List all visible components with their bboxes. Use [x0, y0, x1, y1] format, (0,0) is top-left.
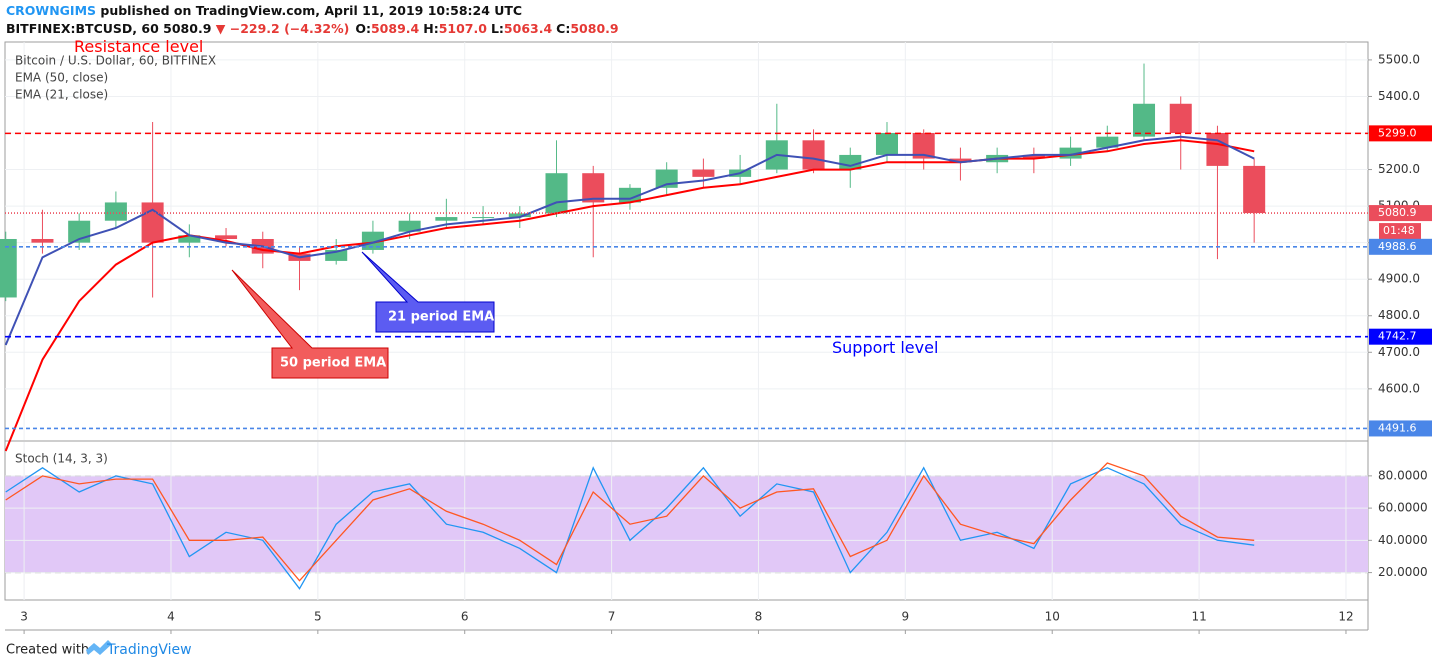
footer-created: Created with	[6, 643, 89, 658]
candle-body	[141, 202, 164, 243]
level-annotation: Resistance level	[74, 37, 203, 56]
price-tag-label: 4491.6	[1378, 421, 1417, 434]
candle-body	[104, 202, 127, 221]
ohlc-key: O:	[355, 21, 371, 36]
callout-box	[361, 251, 495, 333]
x-tick-label: 12	[1338, 610, 1353, 624]
y-tick-label: 20.0000	[1378, 565, 1428, 579]
x-tick-label: 7	[608, 610, 616, 624]
y-tick-label: 40.0000	[1378, 533, 1428, 547]
x-tick-label: 8	[755, 610, 763, 624]
candle-body	[435, 217, 458, 221]
candle-body	[398, 220, 421, 232]
price-tag-label: 5080.9	[1378, 206, 1417, 219]
stoch-band	[5, 475, 1368, 573]
candle-body	[0, 238, 17, 298]
candle-body	[949, 158, 972, 163]
y-tick-label: 5500.0	[1378, 52, 1420, 66]
price-tag-label: 5299.0	[1378, 126, 1417, 139]
legend-ema21: EMA (21, close)	[15, 88, 108, 102]
line-series	[4, 139, 1255, 452]
candle-body	[912, 133, 935, 159]
x-tick-label: 3	[20, 610, 28, 624]
candle-body	[325, 249, 348, 261]
callout-box	[231, 269, 389, 379]
price-tag	[1369, 125, 1432, 142]
price-tag-label: 4988.6	[1378, 240, 1417, 253]
candle-body	[1022, 154, 1045, 159]
candle-body	[1206, 133, 1229, 166]
y-tick-label: 4900.0	[1378, 272, 1420, 286]
candle-body	[1169, 103, 1192, 134]
line-series	[4, 135, 1255, 346]
x-tick-label: 9	[902, 610, 910, 624]
price-tag	[1369, 238, 1432, 255]
x-tick-label: 5	[314, 610, 322, 624]
candle-body	[1133, 103, 1156, 137]
y-tick-label: 80.0000	[1378, 468, 1428, 482]
candle-body	[582, 173, 605, 203]
ohlc-key: H:	[423, 21, 438, 36]
symbol: BITFINEX:BTCUSD, 60	[6, 21, 159, 36]
change: ▼ −229.2 (−4.32%)	[216, 21, 350, 36]
candle-body	[1243, 165, 1266, 214]
candle-body	[545, 173, 568, 214]
candle-body	[839, 154, 862, 170]
header-line-1: CROWNGIMS published on TradingView.com, …	[6, 3, 522, 18]
x-tick-label: 6	[461, 610, 469, 624]
y-tick-label: 4600.0	[1378, 381, 1420, 395]
candle-body	[508, 213, 531, 218]
y-tick-label: 5400.0	[1378, 89, 1420, 103]
callout-text: 21 period EMA	[388, 310, 494, 325]
candle-body	[472, 217, 495, 219]
ohlc-value: 5063.4	[504, 21, 553, 36]
logo-icon	[86, 640, 112, 655]
ohlc-key: C:	[556, 21, 570, 36]
legend-symbol: Bitcoin / U.S. Dollar, 60, BITFINEX	[15, 54, 216, 68]
price-tag	[1369, 205, 1432, 222]
level-annotation: Support level	[832, 338, 938, 357]
countdown-tag	[1379, 223, 1421, 240]
overlay: Resistance level Support level 50 period E…	[74, 37, 938, 379]
y-tick-label: 60.0000	[1378, 501, 1428, 515]
last-price: 5080.9	[163, 21, 211, 36]
x-tick-label: 11	[1191, 610, 1206, 624]
x-tick-label: 10	[1045, 610, 1060, 624]
price-tag-label: 4742.7	[1378, 330, 1417, 343]
candle-body	[1096, 136, 1119, 148]
y-tick-label: 4800.0	[1378, 308, 1420, 322]
header-line-2: BITFINEX:BTCUSD, 60 5080.9 ▼ −229.2 (−4.…	[6, 21, 619, 36]
price-tag	[1369, 420, 1432, 437]
x-tick-label: 4	[167, 610, 175, 624]
y-tick-label: 4700.0	[1378, 345, 1420, 359]
publisher: CROWNGIMS	[6, 3, 96, 18]
ohlc-value: 5080.9	[570, 21, 618, 36]
candle-body	[1059, 147, 1082, 159]
ohlc-value: 5107.0	[439, 21, 488, 36]
y-tick-label: 5200.0	[1378, 162, 1420, 176]
ohlc-key: L:	[491, 21, 504, 36]
candle-body	[802, 140, 825, 170]
candle-body	[875, 133, 898, 155]
candle-body	[692, 169, 715, 177]
legend-ema50: EMA (50, close)	[15, 71, 108, 85]
ohlc-value: 5089.4	[371, 21, 420, 36]
legend-stoch: Stoch (14, 3, 3)	[15, 452, 108, 466]
price-tag	[1369, 328, 1432, 345]
footer-brand: TradingView	[106, 642, 192, 658]
line-series	[5, 462, 1255, 582]
candle-body	[178, 235, 201, 243]
published: published on TradingView.com, April 11, …	[100, 3, 522, 18]
countdown: 01:48	[1383, 224, 1415, 237]
plot-area	[0, 42, 1368, 600]
candle-body	[215, 235, 238, 239]
candle-body	[361, 231, 384, 250]
ohlc: O:5089.4 H:5107.0 L:5063.4 C:5080.9	[355, 21, 618, 36]
callout-text: 50 period EMA	[280, 356, 386, 371]
candle-body	[31, 238, 54, 243]
